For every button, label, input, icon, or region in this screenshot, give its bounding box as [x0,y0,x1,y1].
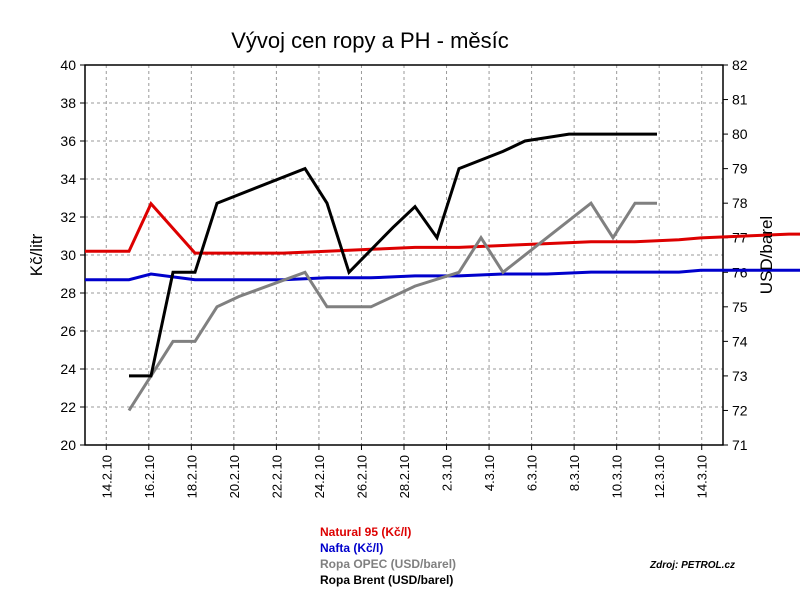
legend-label: Ropa Brent (USD/barel) [320,573,454,587]
right-tick-label: 76 [732,264,748,280]
x-tick-label: 6.3.10 [525,455,540,491]
right-tick-label: 74 [732,333,748,349]
right-tick-label: 81 [732,92,748,108]
left-tick-label: 34 [60,171,76,187]
legend-item-ropa-brent: Ropa Brent (USD/barel) [320,572,456,588]
x-tick-label: 8.3.10 [567,455,582,491]
x-tick-label: 4.3.10 [482,455,497,491]
grid [85,65,723,445]
left-axis-label: Kč/litr [27,233,46,276]
x-tick-label: 24.2.10 [312,455,327,498]
x-tick-label: 10.3.10 [610,455,625,498]
x-tick-label: 2.3.10 [440,455,455,491]
x-tick-label: 20.2.10 [227,455,242,498]
x-tick-label: 26.2.10 [354,455,369,498]
left-tick-label: 40 [60,57,76,73]
series-layer [85,132,800,412]
legend-item-nafta: Nafta (Kč/l) [320,540,456,556]
legend-label: Natural 95 (Kč/l) [320,525,412,539]
legend-label: Ropa OPEC (USD/barel) [320,557,457,571]
right-tick-label: 71 [732,437,748,453]
left-tick-label: 26 [60,323,76,339]
x-axis-ticks: 14.2.10 16.2.10 18.2.10 20.2.10 22.2.10 24.2.… [99,445,710,498]
legend-item-ropa-opec: Ropa OPEC (USD/barel) [320,556,456,572]
x-tick-label: 22.2.10 [269,455,284,498]
right-tick-label: 77 [732,230,748,246]
chart-title: Vývoj cen ropy a PH - měsíc [231,28,509,53]
series-line [85,200,800,255]
left-tick-label: 24 [60,361,76,377]
left-tick-label: 20 [60,437,76,453]
source-note: Zdroj: PETROL.cz [650,560,735,571]
right-tick-label: 75 [732,299,748,315]
series-line [127,200,657,412]
left-tick-label: 38 [60,95,76,111]
left-axis-ticks: 20 22 24 26 28 30 32 34 36 38 40 [60,57,85,453]
x-tick-label: 18.2.10 [184,455,199,498]
right-tick-label: 73 [732,368,748,384]
x-tick-label: 28.2.10 [397,455,412,498]
right-tick-label: 79 [732,161,748,177]
right-axis-ticks: 71 72 73 74 75 76 77 78 79 80 81 82 [723,57,748,453]
legend-label: Nafta (Kč/l) [320,541,384,555]
right-tick-label: 82 [732,57,748,73]
legend-item-natural95: Natural 95 (Kč/l) [320,524,456,540]
left-tick-label: 32 [60,209,76,225]
series-line [85,268,800,282]
x-tick-label: 12.3.10 [652,455,667,498]
left-tick-label: 36 [60,133,76,149]
left-tick-label: 22 [60,399,76,415]
left-tick-label: 28 [60,285,76,301]
right-tick-label: 78 [732,195,748,211]
series-line [129,132,657,378]
legend: Natural 95 (Kč/l) Nafta (Kč/l) Ropa OPEC… [320,524,456,588]
x-tick-label: 14.3.10 [695,455,710,498]
x-tick-label: 14.2.10 [99,455,114,498]
right-axis-label: USD/barel [757,216,776,294]
x-tick-label: 16.2.10 [142,455,157,498]
right-tick-label: 80 [732,126,748,142]
left-tick-label: 30 [60,247,76,263]
right-tick-label: 72 [732,402,748,418]
